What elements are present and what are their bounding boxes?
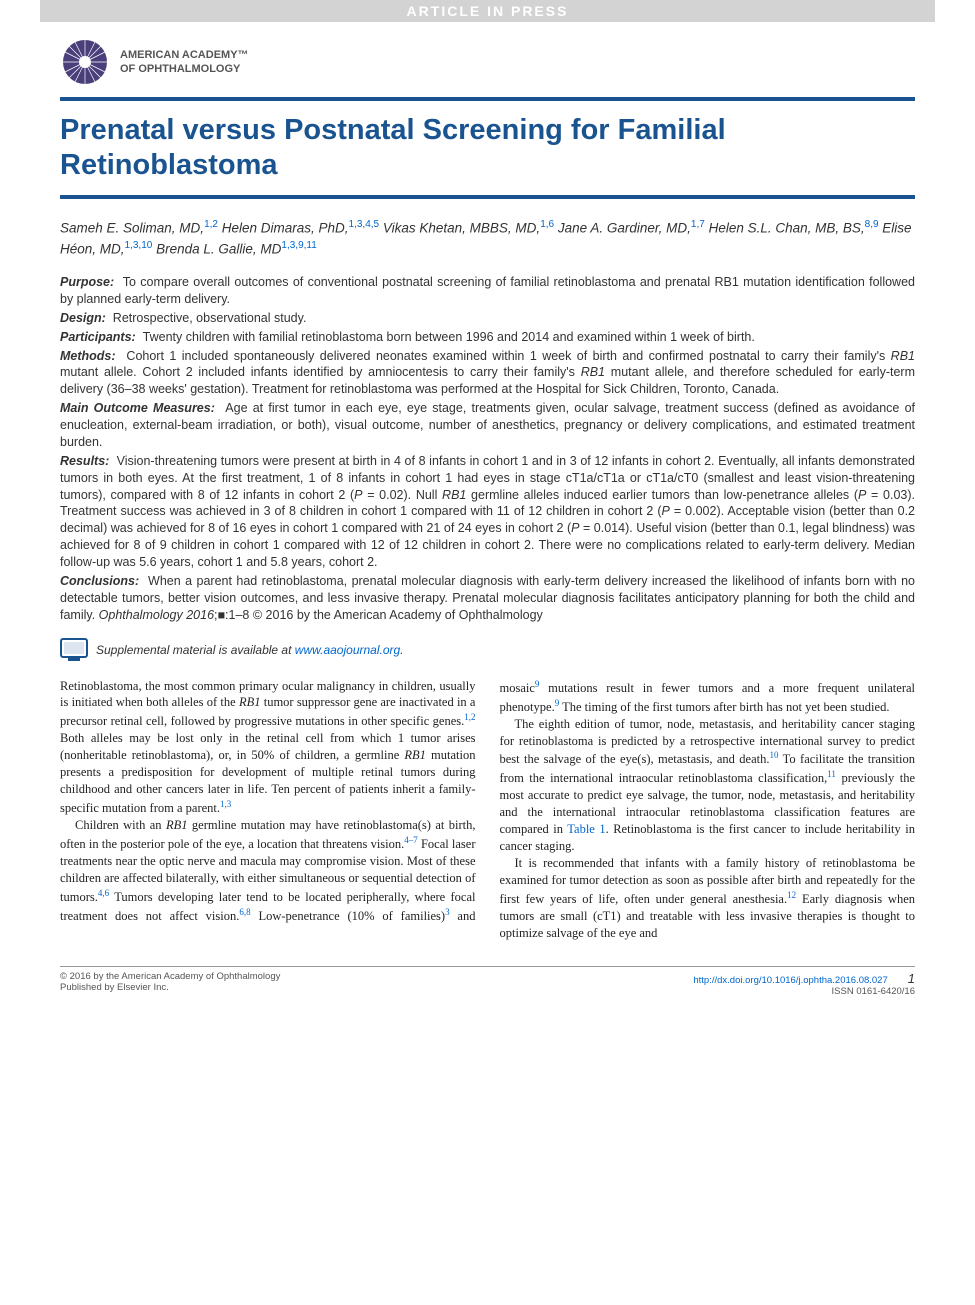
authors-line: Sameh E. Soliman, MD,1,2 Helen Dimaras, … — [60, 217, 915, 261]
article-in-press-banner: ARTICLE IN PRESS — [40, 0, 935, 22]
footer-right: http://dx.doi.org/10.1016/j.ophtha.2016.… — [693, 971, 915, 997]
supplement-notice: Supplemental material is available at ww… — [60, 638, 915, 662]
page-number: 1 — [908, 971, 915, 986]
abstract-design: Retrospective, observational study. — [113, 311, 307, 325]
copyright: © 2016 by the American Academy of Ophtha… — [60, 971, 280, 982]
publisher: Published by Elsevier Inc. — [60, 982, 280, 993]
org-line1: AMERICAN ACADEMY™ — [120, 48, 249, 62]
label-participants: Participants: — [60, 330, 136, 344]
body-text: Retinoblastoma, the most common primary … — [60, 678, 915, 942]
label-results: Results: — [60, 454, 109, 468]
supplement-suffix: . — [400, 643, 403, 657]
label-measures: Main Outcome Measures: — [60, 401, 215, 415]
article-title: Prenatal versus Postnatal Screening for … — [60, 113, 915, 183]
org-name: AMERICAN ACADEMY™ OF OPHTHALMOLOGY — [120, 48, 249, 77]
abstract-participants: Twenty children with familial retinoblas… — [143, 330, 755, 344]
abstract-purpose: To compare overall outcomes of conventio… — [60, 275, 915, 306]
aao-logo-icon — [60, 37, 110, 87]
abstract: Purpose: To compare overall outcomes of … — [60, 274, 915, 624]
label-purpose: Purpose: — [60, 275, 114, 289]
label-conclusions: Conclusions: — [60, 574, 139, 588]
label-design: Design: — [60, 311, 106, 325]
abstract-results: Vision-threatening tumors were present a… — [60, 454, 915, 569]
supplement-link[interactable]: www.aaojournal.org — [295, 643, 400, 657]
footer: © 2016 by the American Academy of Ophtha… — [60, 966, 915, 997]
doi-link[interactable]: http://dx.doi.org/10.1016/j.ophtha.2016.… — [693, 975, 887, 986]
supplement-icon — [60, 638, 88, 662]
title-block: Prenatal versus Postnatal Screening for … — [60, 97, 915, 199]
abstract-methods: Cohort 1 included spontaneously delivere… — [60, 349, 915, 397]
label-methods: Methods: — [60, 349, 116, 363]
footer-left: © 2016 by the American Academy of Ophtha… — [60, 971, 280, 997]
org-line2: OF OPHTHALMOLOGY — [120, 62, 249, 76]
supplement-text: Supplemental material is available at — [96, 643, 295, 657]
abstract-conclusions: When a parent had retinoblastoma, prenat… — [60, 574, 915, 622]
issn: ISSN 0161-6420/16 — [693, 986, 915, 997]
org-header: AMERICAN ACADEMY™ OF OPHTHALMOLOGY — [60, 37, 915, 87]
